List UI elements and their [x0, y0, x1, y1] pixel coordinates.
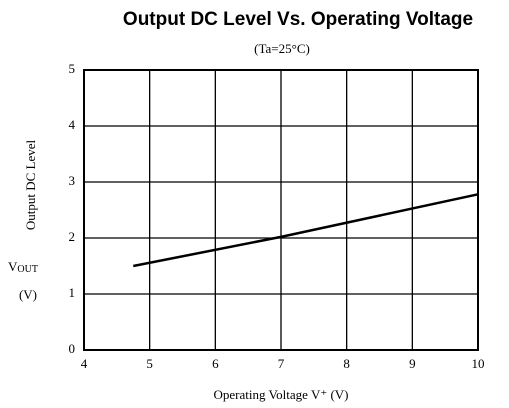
y-tick-label: 5 — [69, 61, 76, 76]
chart-title: Output DC Level Vs. Operating Voltage — [123, 9, 473, 30]
y-tick-label: 4 — [69, 117, 76, 132]
y-axis-unit: (V) — [19, 287, 37, 302]
y-symbol: V — [8, 259, 18, 274]
x-tick-label: 4 — [81, 356, 88, 371]
y-symbol-subscript: OUT — [17, 264, 38, 275]
y-tick-label: 0 — [69, 341, 76, 356]
x-tick-label: 7 — [278, 356, 285, 371]
x-tick-label: 9 — [409, 356, 416, 371]
y-axis-label: Output DC Level — [23, 139, 38, 230]
y-tick-label: 2 — [69, 229, 76, 244]
x-tick-label: 6 — [212, 356, 219, 371]
chart-subtitle: (Ta=25°C) — [254, 41, 310, 56]
y-tick-label: 3 — [69, 173, 76, 188]
y-axis-symbol: VOUT — [8, 259, 38, 275]
x-tick-label: 10 — [472, 356, 485, 371]
x-axis-label: Operating Voltage V⁺ (V) — [213, 387, 348, 402]
data-line — [133, 193, 479, 268]
x-tick-label: 8 — [343, 356, 350, 371]
x-tick-label: 5 — [146, 356, 153, 371]
y-tick-label: 1 — [69, 285, 76, 300]
